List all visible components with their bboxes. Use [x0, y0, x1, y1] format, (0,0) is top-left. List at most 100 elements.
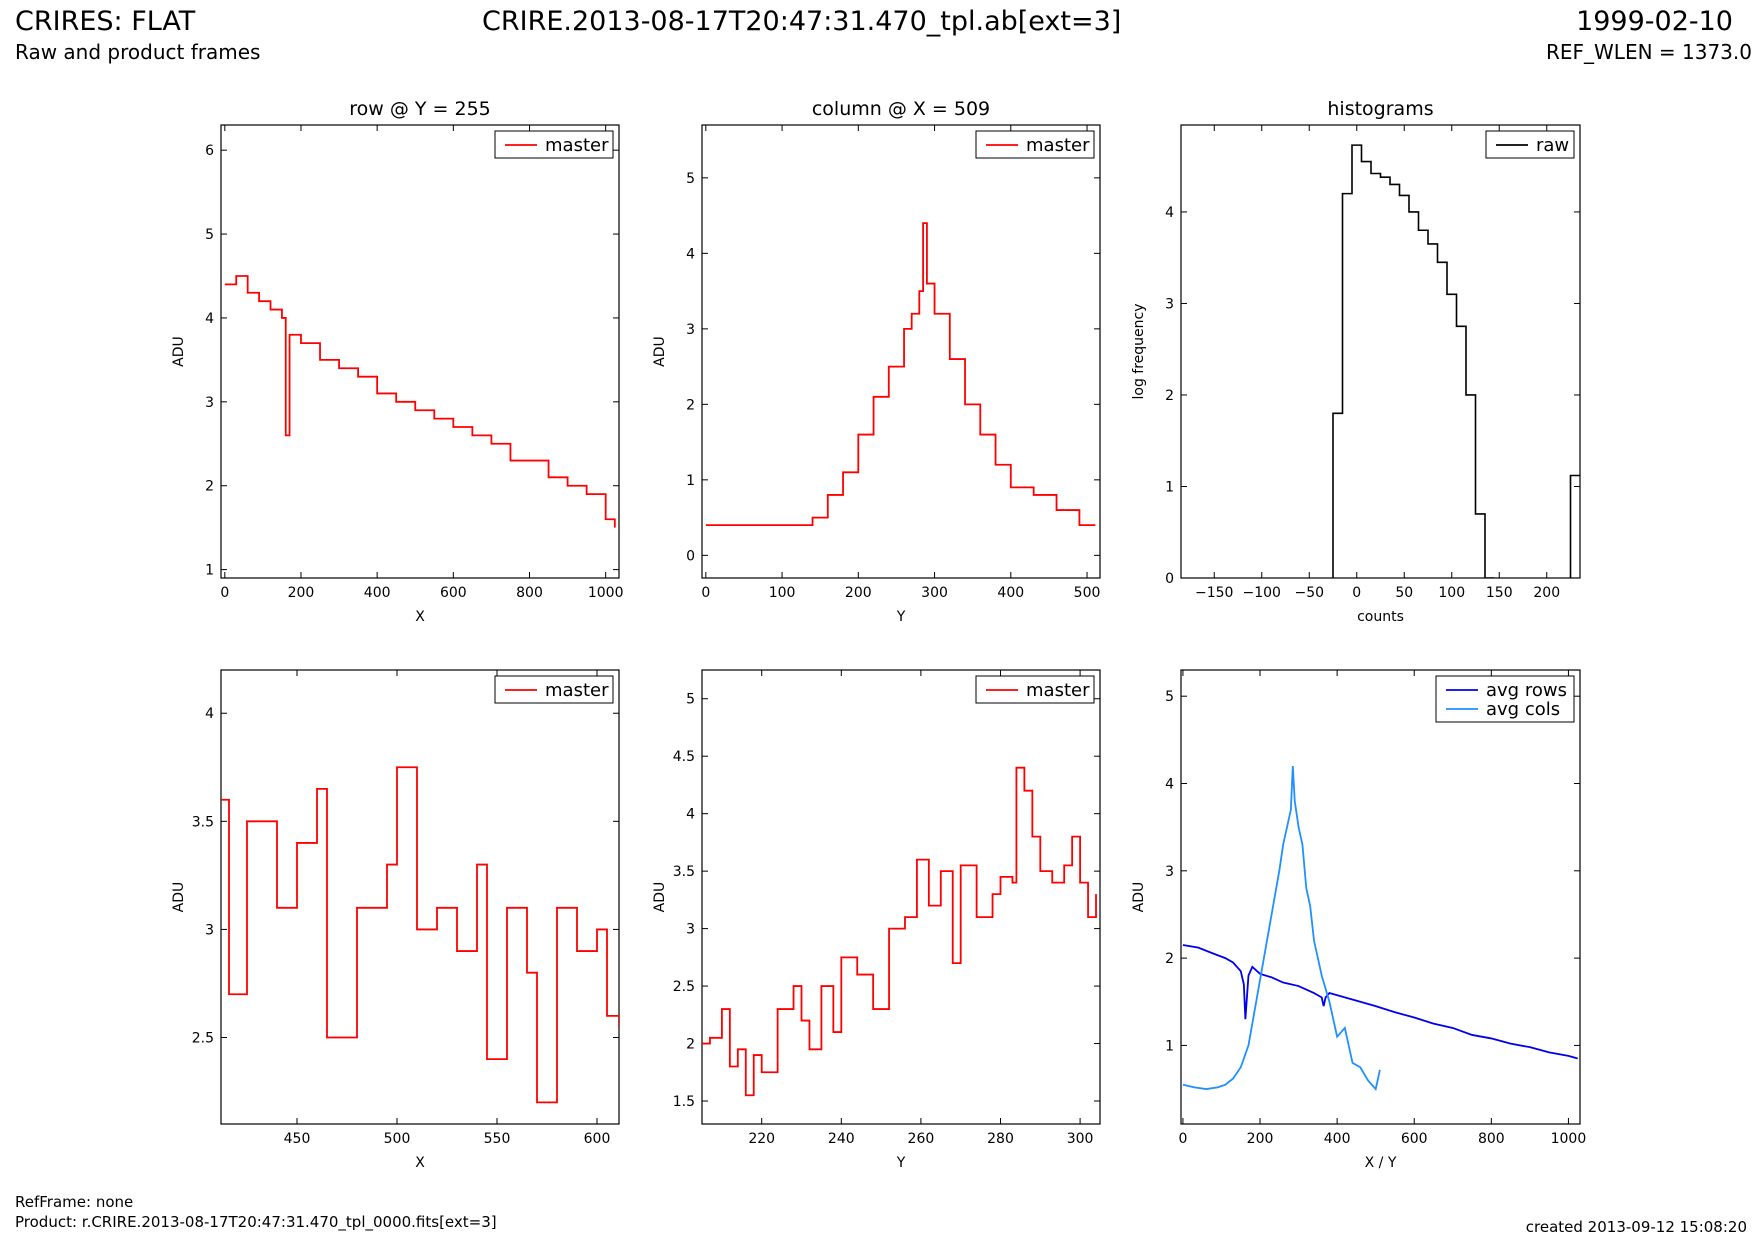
- chart5-xtick-label: 280: [987, 1131, 1014, 1147]
- chart1-xtick-label: 400: [364, 585, 391, 601]
- chart5-ylabel: ADU: [652, 882, 668, 913]
- chart1-xtick-label: 800: [516, 585, 543, 601]
- chart4-ytick-label: 2.5: [192, 1031, 214, 1047]
- chart5-ytick-label: 4.5: [673, 749, 695, 765]
- chart4-frame: [220, 669, 620, 1125]
- chart5-ytick-label: 2: [686, 1037, 695, 1053]
- chart3-ytick-label: 1: [1165, 479, 1174, 495]
- chart3-ytick-label: 3: [1165, 296, 1174, 312]
- chart5-ytick-label: 4: [686, 807, 695, 823]
- chart2-title: column @ X = 509: [812, 98, 990, 120]
- chart2-legend-label: master: [1026, 135, 1090, 156]
- chart1-ytick-label: 4: [205, 311, 214, 327]
- refframe-label: RefFrame: none: [15, 1193, 134, 1211]
- chart3-xtick-label: 50: [1395, 585, 1413, 601]
- chart2-ytick-label: 3: [686, 322, 695, 338]
- chart3-ytick-label: 2: [1165, 388, 1174, 404]
- file-name: CRIRE.2013-08-17T20:47:31.470_tpl.ab[ext…: [482, 6, 1122, 37]
- chart6-avg-rows-line: [1182, 944, 1578, 1060]
- chart6-ytick-label: 3: [1165, 864, 1174, 880]
- chart6-xlabel: X / Y: [1365, 1155, 1397, 1171]
- chart6-ytick-label: 1: [1165, 1038, 1174, 1054]
- chart1-ytick-label: 3: [205, 395, 214, 411]
- chart5-xlabel: Y: [896, 1155, 906, 1171]
- chart5-xtick-label: 220: [748, 1131, 775, 1147]
- chart1-ytick-label: 2: [205, 479, 214, 495]
- chart3-xtick-label: 150: [1486, 585, 1513, 601]
- chart6-legend-label: avg rows: [1486, 680, 1567, 701]
- chart3-xtick-label: −100: [1243, 585, 1281, 601]
- chart6-ylabel: ADU: [1131, 882, 1147, 913]
- ref-wlen: REF_WLEN = 1373.0: [1545, 40, 1752, 64]
- chart1-title: row @ Y = 255: [349, 98, 491, 120]
- chart1-xtick-label: 0: [220, 585, 229, 601]
- chart1-xlabel: X: [415, 609, 425, 625]
- chart4-ytick-label: 3.5: [192, 814, 214, 830]
- chart5-xtick-label: 260: [908, 1131, 935, 1147]
- chart2-xtick-label: 300: [921, 585, 948, 601]
- chart6-legend-label: avg cols: [1486, 699, 1560, 720]
- chart4-xtick-label: 600: [584, 1131, 611, 1147]
- chart6-legend-box: [1435, 675, 1575, 723]
- chart2-ytick-label: 4: [686, 246, 695, 262]
- chart5-ytick-label: 1.5: [673, 1094, 695, 1110]
- chart2-xtick-label: 200: [845, 585, 872, 601]
- chart4-ytick-label: 4: [205, 706, 214, 722]
- chart1-xtick-label: 600: [440, 585, 467, 601]
- chart6-frame: [1180, 669, 1581, 1125]
- chart3-raw-extra-bin: [1569, 474, 1580, 578]
- chart2-ytick-label: 2: [686, 397, 695, 413]
- chart2-xlabel: Y: [896, 609, 906, 625]
- chart2-ytick-label: 1: [686, 473, 695, 489]
- chart4-xtick-label: 550: [484, 1131, 511, 1147]
- chart5-ytick-label: 3: [686, 922, 695, 938]
- chart4-xtick-label: 450: [284, 1131, 311, 1147]
- chart1-ytick-label: 1: [205, 563, 214, 579]
- chart1-frame: [220, 124, 620, 579]
- chart4-ylabel: ADU: [171, 882, 187, 913]
- chart2-xtick-label: 0: [701, 585, 710, 601]
- chart3-xlabel: counts: [1357, 609, 1404, 625]
- chart1-ytick-label: 6: [205, 143, 214, 159]
- chart1-ytick-label: 5: [205, 227, 214, 243]
- chart3-legend-label: raw: [1536, 135, 1569, 156]
- chart6-xtick-label: 800: [1478, 1131, 1505, 1147]
- chart4-ytick-label: 3: [205, 922, 214, 938]
- chart5-ytick-label: 2.5: [673, 979, 695, 995]
- chart3-xtick-label: −50: [1294, 585, 1324, 601]
- chart2-frame: [701, 124, 1101, 579]
- chart2-xtick-label: 500: [1074, 585, 1101, 601]
- product-label: Product: r.CRIRE.2013-08-17T20:47:31.470…: [15, 1213, 497, 1231]
- chart6-xtick-label: 600: [1401, 1131, 1428, 1147]
- created-label: created 2013-09-12 15:08:20: [1525, 1218, 1747, 1236]
- chart6-ytick-label: 5: [1165, 689, 1174, 705]
- chart3-ytick-label: 0: [1165, 571, 1174, 587]
- chart6-xtick-label: 0: [1178, 1131, 1187, 1147]
- chart5-ytick-label: 3.5: [673, 864, 695, 880]
- chart2-ytick-label: 0: [686, 548, 695, 564]
- chart5-legend-label: master: [1026, 680, 1090, 701]
- chart2-xtick-label: 100: [769, 585, 796, 601]
- chart1-master-line: [224, 275, 616, 528]
- chart3-xtick-label: 100: [1438, 585, 1465, 601]
- chart2-ylabel: ADU: [652, 336, 668, 367]
- chart3-xtick-label: −150: [1195, 585, 1233, 601]
- chart1-xtick-label: 1000: [588, 585, 624, 601]
- chart1-ylabel: ADU: [171, 336, 187, 367]
- chart2-xtick-label: 400: [997, 585, 1024, 601]
- chart3-frame: [1180, 124, 1581, 579]
- date: 1999-02-10: [1576, 6, 1733, 37]
- chart5-ytick-label: 5: [686, 692, 695, 708]
- chart4-xlabel: X: [415, 1155, 425, 1171]
- page-subtitle: Raw and product frames: [15, 40, 261, 64]
- chart3-ylabel: log frequency: [1131, 303, 1147, 399]
- chart6-ytick-label: 2: [1165, 951, 1174, 967]
- chart5-xtick-label: 300: [1067, 1131, 1094, 1147]
- chart2-master-line: [705, 222, 1096, 527]
- chart6-xtick-label: 200: [1247, 1131, 1274, 1147]
- chart2-ytick-label: 5: [686, 171, 695, 187]
- chart6-xtick-label: 400: [1324, 1131, 1351, 1147]
- chart3-ytick-label: 4: [1165, 205, 1174, 221]
- page-title: CRIRES: FLAT: [15, 6, 196, 37]
